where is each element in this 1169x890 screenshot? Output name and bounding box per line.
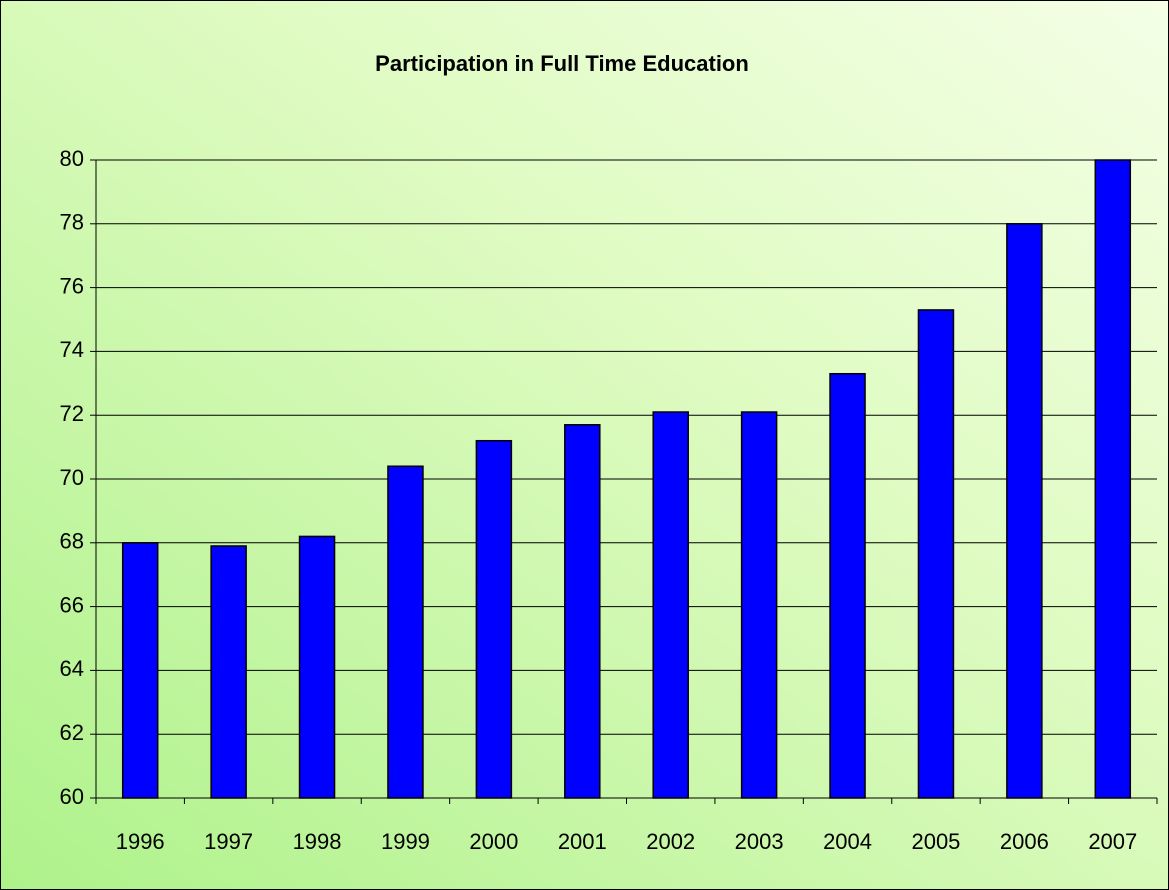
x-tick-label: 2004 [823, 829, 872, 854]
bar [298, 535, 336, 799]
bar [121, 542, 159, 799]
bar [740, 411, 778, 799]
y-tick-label: 72 [60, 401, 84, 426]
bar [829, 372, 866, 799]
y-tick-label: 74 [60, 337, 84, 362]
y-tick-label: 76 [60, 273, 84, 298]
chart-title: Participation in Full Time Education [375, 51, 749, 76]
bar [1006, 223, 1043, 799]
y-tick-label: 64 [60, 656, 84, 681]
y-tick-label: 68 [60, 529, 84, 554]
bar [652, 411, 689, 799]
x-tick-label: 2006 [1000, 829, 1049, 854]
bar [917, 309, 955, 799]
x-tick-label: 2007 [1088, 829, 1137, 854]
bar [210, 545, 247, 799]
bar [475, 439, 513, 799]
x-tick-label: 1996 [116, 829, 165, 854]
x-tick-label: 1998 [293, 829, 342, 854]
bar [564, 424, 601, 799]
x-tick-label: 2005 [911, 829, 960, 854]
x-tick-label: 2000 [469, 829, 518, 854]
bar [387, 465, 424, 799]
x-tick-label: 2001 [558, 829, 607, 854]
y-tick-label: 70 [60, 465, 84, 490]
y-tick-label: 80 [60, 146, 84, 171]
x-tick-label: 2003 [735, 829, 784, 854]
x-tick-label: 2002 [646, 829, 695, 854]
y-tick-label: 66 [60, 592, 84, 617]
x-tick-label: 1997 [204, 829, 253, 854]
bar [1094, 159, 1132, 799]
y-tick-label: 62 [60, 720, 84, 745]
y-tick-label: 78 [60, 210, 84, 235]
x-tick-label: 1999 [381, 829, 430, 854]
y-tick-label: 60 [60, 784, 84, 809]
